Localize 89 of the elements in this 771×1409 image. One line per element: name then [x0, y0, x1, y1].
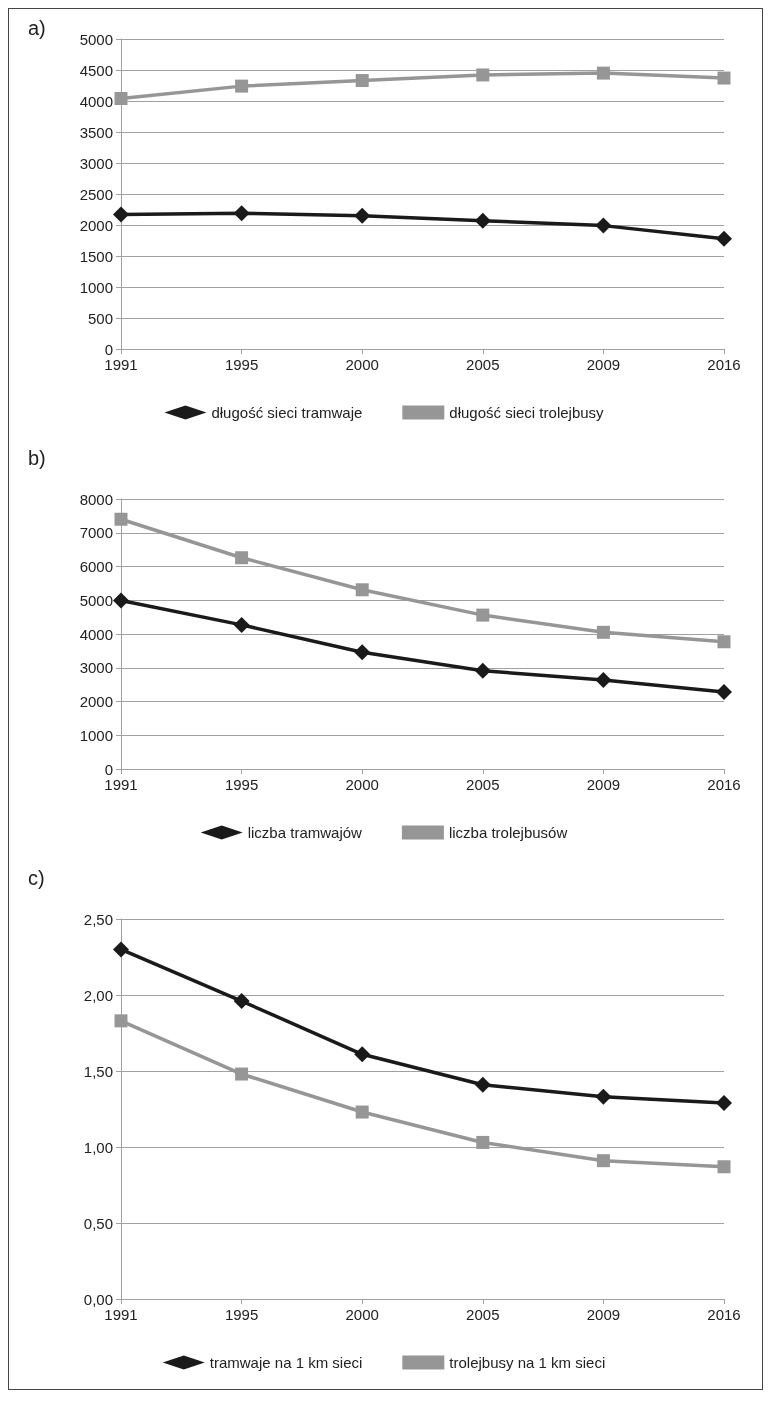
legend-label: liczba tramwajów [247, 824, 363, 841]
y-tick-label: 3500 [79, 123, 113, 141]
point [474, 662, 491, 679]
y-tick-label: 1,00 [83, 1138, 113, 1156]
x-tick-label: 2000 [345, 776, 379, 793]
y-tick-label: 3000 [79, 154, 113, 172]
y-tick-label: 5000 [79, 30, 113, 48]
y-tick-label: 4500 [79, 61, 113, 79]
point [113, 206, 129, 223]
x-tick-label: 2016 [707, 1306, 741, 1323]
y-tick-label: 2500 [79, 185, 113, 203]
point [354, 1046, 371, 1063]
y-tick-label: 6000 [79, 558, 113, 575]
legend-label: trolejbusy na 1 km sieci [449, 1354, 606, 1371]
point [235, 1067, 249, 1081]
point [474, 212, 491, 229]
x-tick-label: 1995 [224, 1306, 259, 1323]
point [113, 941, 129, 958]
y-tick-label: 0 [104, 340, 113, 358]
x-tick-label: 1991 [104, 1306, 138, 1323]
x-tick-label: 1995 [224, 776, 259, 793]
point [595, 217, 612, 234]
y-tick-label: 7000 [79, 524, 113, 542]
y-tick-label: 2,50 [83, 910, 113, 928]
point [476, 68, 490, 82]
y-tick-label: 2,00 [83, 986, 113, 1004]
y-tick-label: 500 [87, 309, 113, 327]
y-tick-label: 0 [104, 760, 113, 778]
y-tick-label: 1000 [79, 726, 113, 744]
point [596, 66, 610, 80]
chart-title: b) [28, 447, 46, 469]
x-tick-label: 2009 [586, 356, 621, 373]
x-tick-label: 2016 [707, 776, 741, 793]
y-tick-label: 1500 [79, 247, 113, 265]
x-tick-label: 1991 [104, 776, 138, 793]
point [716, 1094, 732, 1111]
x-tick-label: 2016 [707, 356, 741, 373]
point [233, 993, 250, 1010]
point [233, 616, 250, 633]
y-tick-label: 4000 [79, 625, 113, 643]
point [355, 74, 369, 88]
point [596, 625, 610, 639]
y-tick-label: 1,50 [83, 1062, 113, 1080]
y-tick-label: 1000 [79, 278, 113, 296]
point [355, 1105, 369, 1119]
point [235, 79, 249, 93]
point [476, 608, 490, 622]
y-tick-label: 5000 [79, 591, 113, 609]
point [716, 684, 732, 701]
x-tick-label: 2005 [466, 776, 500, 793]
x-tick-label: 2000 [345, 1306, 379, 1323]
point [114, 92, 128, 106]
point [355, 583, 369, 597]
y-tick-label: 2000 [79, 216, 113, 234]
point [113, 592, 129, 609]
chart-title: c) [28, 867, 45, 889]
legend-label: liczba trolejbusów [448, 824, 568, 841]
x-tick-label: 2000 [345, 356, 379, 373]
x-tick-label: 2009 [586, 776, 621, 793]
x-tick-label: 2009 [586, 1306, 621, 1323]
chart-title: a) [28, 17, 46, 39]
point [233, 205, 250, 222]
legend-label: długość sieci trolejbusy [449, 404, 605, 421]
y-tick-label: 0,50 [83, 1214, 113, 1232]
x-tick-label: 2005 [466, 356, 500, 373]
y-tick-label: 8000 [79, 490, 113, 508]
point [716, 230, 732, 247]
x-tick-label: 1995 [224, 356, 259, 373]
x-tick-label: 2005 [466, 1306, 500, 1323]
x-tick-label: 1991 [104, 356, 138, 373]
legend-label: długość sieci tramwaje [211, 404, 363, 421]
legend-label: tramwaje na 1 km sieci [209, 1354, 363, 1371]
point [354, 207, 371, 224]
y-tick-label: 2000 [79, 693, 113, 710]
point [596, 1154, 610, 1168]
point [595, 671, 612, 688]
point [114, 1014, 128, 1028]
point [476, 1135, 490, 1149]
point [595, 1088, 612, 1105]
point [717, 1160, 731, 1174]
y-tick-label: 3000 [79, 659, 113, 677]
point [235, 551, 249, 565]
y-tick-label: 0,00 [83, 1290, 113, 1308]
point [354, 644, 371, 661]
point [474, 1076, 491, 1093]
point [717, 71, 731, 85]
point [114, 512, 128, 526]
y-tick-label: 4000 [79, 92, 113, 110]
point [717, 635, 731, 649]
